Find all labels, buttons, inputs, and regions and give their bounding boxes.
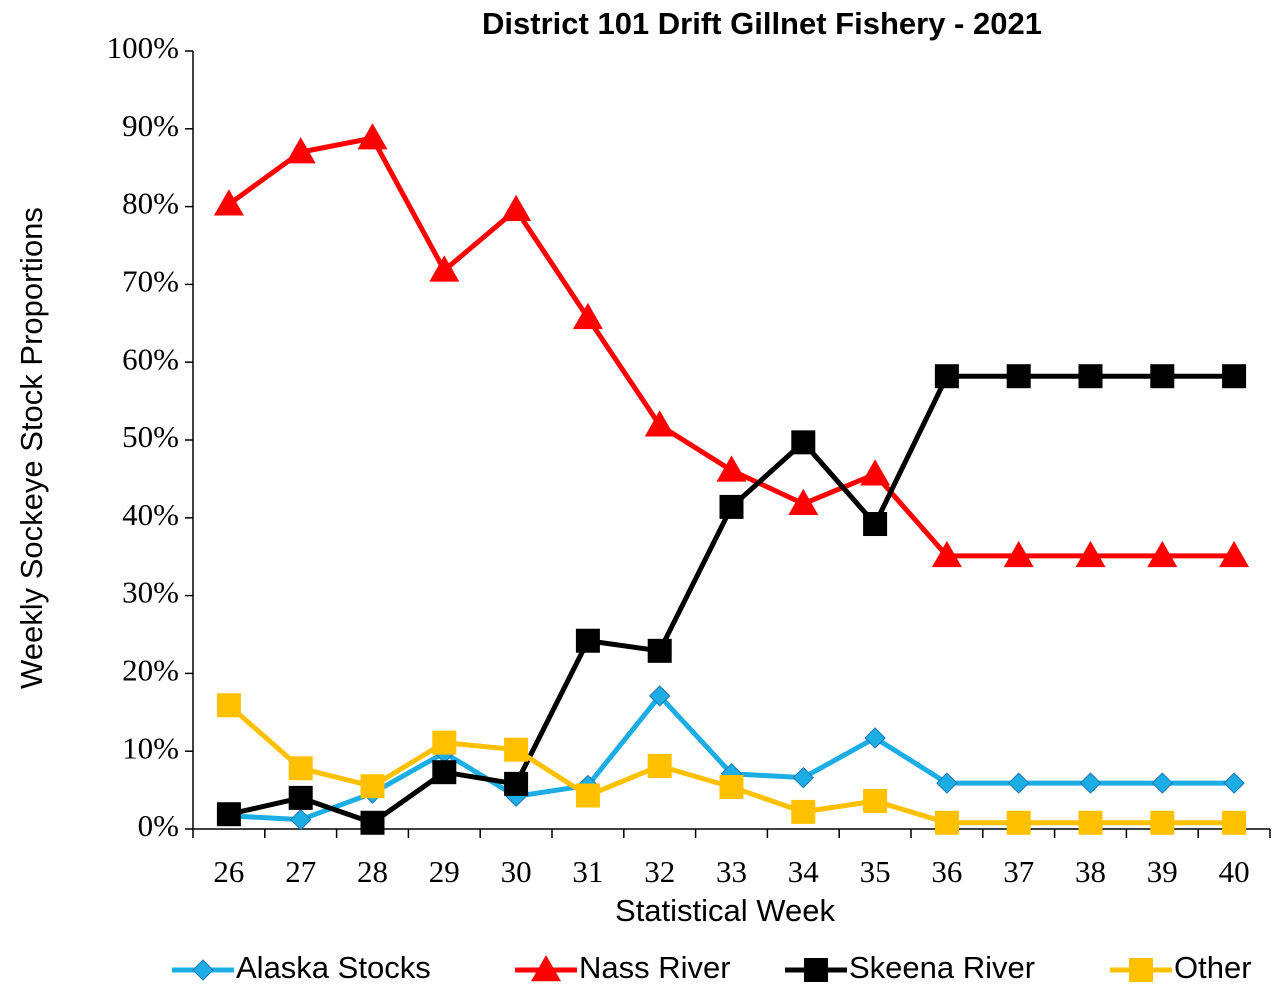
legend-label: Alaska Stocks bbox=[236, 950, 431, 985]
x-tick-label: 27 bbox=[285, 854, 316, 889]
marker bbox=[863, 788, 888, 813]
x-tick-label: 30 bbox=[501, 854, 532, 889]
legend-marker bbox=[531, 955, 561, 982]
legend-label: Other bbox=[1174, 950, 1252, 985]
marker bbox=[1006, 364, 1031, 389]
marker bbox=[1150, 364, 1175, 389]
legend-marker bbox=[192, 959, 214, 981]
marker bbox=[1006, 810, 1031, 835]
marker bbox=[934, 364, 959, 389]
marker bbox=[504, 737, 529, 762]
series-line bbox=[228, 693, 1235, 823]
marker bbox=[1223, 772, 1245, 794]
marker bbox=[432, 760, 457, 785]
x-tick-label: 40 bbox=[1219, 854, 1250, 889]
marker bbox=[572, 302, 603, 330]
marker bbox=[1003, 540, 1034, 568]
x-tick-label: 35 bbox=[860, 854, 891, 889]
marker bbox=[429, 255, 460, 282]
y-tick-label: 100% bbox=[107, 30, 179, 65]
marker bbox=[1219, 540, 1250, 568]
legend-label: Skeena River bbox=[849, 950, 1035, 985]
marker bbox=[1078, 810, 1103, 835]
marker bbox=[1075, 540, 1106, 568]
marker bbox=[432, 730, 457, 755]
marker bbox=[644, 410, 675, 437]
marker bbox=[1222, 810, 1247, 835]
marker bbox=[1147, 540, 1178, 568]
series-line bbox=[227, 135, 1235, 559]
marker bbox=[647, 753, 672, 778]
x-tick-label: 39 bbox=[1147, 854, 1178, 889]
marker bbox=[1079, 772, 1102, 794]
marker bbox=[285, 137, 316, 164]
marker bbox=[575, 783, 600, 808]
x-tick-label: 29 bbox=[429, 854, 460, 889]
marker bbox=[1007, 772, 1030, 794]
marker bbox=[213, 189, 244, 216]
marker bbox=[289, 808, 312, 831]
y-tick-label: 60% bbox=[122, 341, 179, 376]
marker bbox=[1151, 772, 1174, 794]
marker bbox=[719, 494, 744, 519]
marker bbox=[792, 766, 815, 789]
marker bbox=[863, 512, 888, 537]
marker bbox=[288, 785, 313, 810]
marker bbox=[648, 685, 671, 707]
marker bbox=[1222, 364, 1247, 389]
y-axis-label: Weekly Sockeye Stock Proportions bbox=[14, 207, 49, 689]
marker bbox=[1150, 810, 1175, 835]
legend-label: Nass River bbox=[579, 950, 731, 985]
marker bbox=[647, 638, 672, 663]
y-tick-label: 90% bbox=[122, 108, 179, 143]
marker bbox=[864, 727, 886, 749]
marker bbox=[860, 459, 891, 486]
y-tick-label: 70% bbox=[122, 264, 179, 299]
marker bbox=[716, 455, 747, 482]
x-tick-label: 36 bbox=[931, 854, 962, 889]
legend-marker bbox=[804, 958, 828, 982]
x-tick-label: 31 bbox=[572, 854, 603, 889]
x-tick-label: 28 bbox=[357, 854, 388, 889]
y-tick-label: 20% bbox=[122, 653, 179, 688]
marker bbox=[931, 540, 962, 568]
marker bbox=[575, 628, 600, 653]
x-tick-label: 32 bbox=[644, 854, 675, 889]
y-tick-label: 10% bbox=[122, 730, 179, 765]
marker bbox=[719, 774, 744, 799]
marker bbox=[936, 772, 958, 794]
marker bbox=[360, 810, 385, 835]
series-line bbox=[228, 373, 1235, 826]
marker bbox=[288, 756, 313, 781]
x-tick-label: 33 bbox=[716, 854, 747, 889]
y-tick-label: 0% bbox=[138, 808, 179, 843]
marker bbox=[1078, 364, 1103, 389]
y-tick-label: 80% bbox=[122, 186, 179, 221]
x-tick-label: 34 bbox=[788, 854, 820, 889]
marker bbox=[788, 488, 819, 516]
marker bbox=[791, 430, 816, 455]
x-axis-label: Statistical Week bbox=[615, 893, 835, 928]
marker bbox=[216, 802, 241, 827]
x-tick-label: 37 bbox=[1003, 854, 1034, 889]
marker bbox=[360, 774, 385, 799]
marker bbox=[501, 194, 532, 221]
marker bbox=[504, 771, 529, 796]
y-tick-label: 30% bbox=[122, 575, 179, 610]
x-tick-label: 38 bbox=[1075, 854, 1106, 889]
x-tick-label: 26 bbox=[213, 854, 244, 889]
y-tick-label: 50% bbox=[122, 419, 179, 454]
marker bbox=[791, 799, 816, 824]
chart-title: District 101 Drift Gillnet Fishery - 202… bbox=[482, 6, 1042, 41]
legend-marker bbox=[1129, 958, 1153, 982]
marker bbox=[934, 810, 959, 835]
marker bbox=[357, 123, 388, 150]
marker bbox=[216, 693, 241, 718]
y-tick-label: 40% bbox=[122, 497, 179, 532]
